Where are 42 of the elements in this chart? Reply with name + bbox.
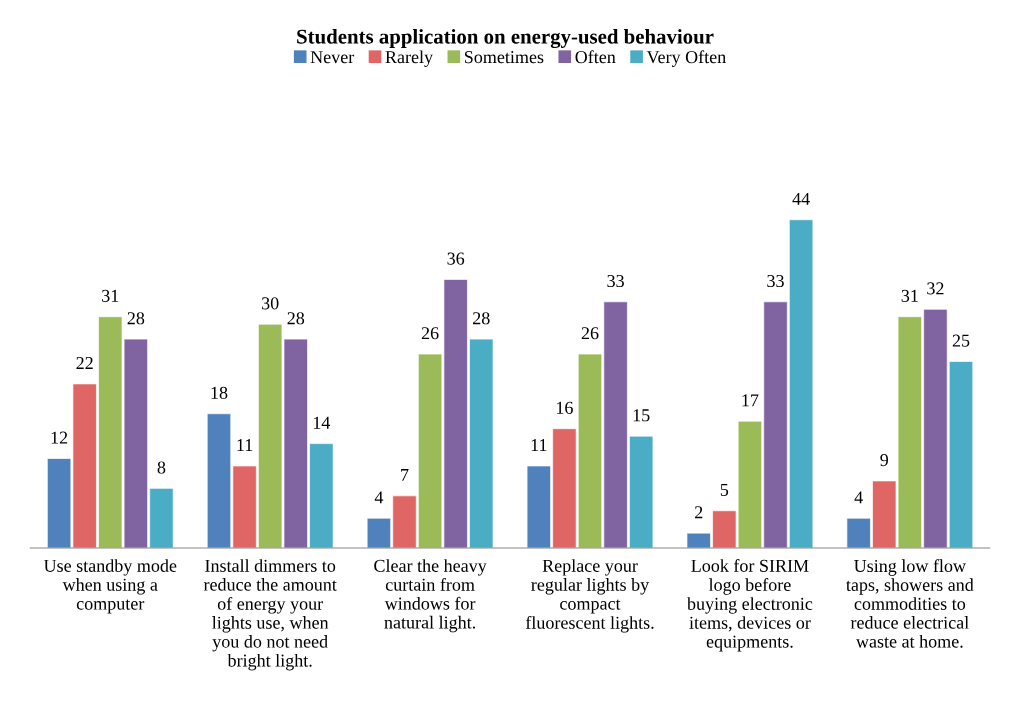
data-label: 4 xyxy=(854,491,863,504)
data-label: 18 xyxy=(211,386,228,399)
data-label: 32 xyxy=(927,282,944,295)
data-label: 31 xyxy=(102,289,119,302)
x-tick-label: Clear the heavy curtain from windows for natural light. xyxy=(374,559,487,633)
data-label: 5 xyxy=(720,483,729,496)
data-label: 25 xyxy=(952,334,970,347)
data-label: 4 xyxy=(374,491,384,504)
legend-label: Never xyxy=(310,51,355,64)
data-label: 8 xyxy=(157,461,166,474)
legend-label: Rarely xyxy=(385,50,433,67)
legend-label: Often xyxy=(575,50,616,64)
data-label: 44 xyxy=(792,192,810,205)
data-label: 12 xyxy=(51,431,68,444)
data-label: 17 xyxy=(742,394,759,407)
data-label: 26 xyxy=(421,327,439,340)
data-label: 2 xyxy=(695,506,703,519)
chart-title: Students application on energy-used behaviour xyxy=(297,28,714,49)
data-label: 31 xyxy=(901,289,918,302)
data-label: 30 xyxy=(262,297,279,310)
data-label: 33 xyxy=(767,274,784,288)
legend-label: Very Often xyxy=(646,50,726,67)
data-label: 36 xyxy=(447,252,465,265)
x-tick-label: Replace your regular lights by compact fluorescent lights. xyxy=(525,559,654,633)
x-tick-label: Use standby mode when using a computer xyxy=(43,559,177,614)
x-tick-label: Using low flow taps, showers and commodities to reduce electrical waste at home. xyxy=(846,559,974,648)
data-label: 9 xyxy=(880,453,889,467)
data-label: 11 xyxy=(237,439,253,452)
legend-label: Sometimes xyxy=(464,51,544,64)
data-label: 11 xyxy=(531,439,547,452)
data-label: 28 xyxy=(287,312,305,325)
data-label: 15 xyxy=(633,409,650,422)
data-label: 28 xyxy=(473,312,490,325)
data-label: 26 xyxy=(581,327,599,340)
x-tick-label: Look for SIRIM logo before buying electronic items, devices or equipments. xyxy=(687,559,813,652)
data-label: 28 xyxy=(127,312,145,325)
data-label: 22 xyxy=(76,356,93,369)
data-label: 7 xyxy=(401,469,409,481)
data-label: 33 xyxy=(607,274,624,288)
data-label: 14 xyxy=(313,416,331,429)
x-tick-label: Install dimmers to reduce the amount of energy your lights use, when you do not need bright light. xyxy=(203,559,337,671)
data-label: 16 xyxy=(556,401,573,414)
